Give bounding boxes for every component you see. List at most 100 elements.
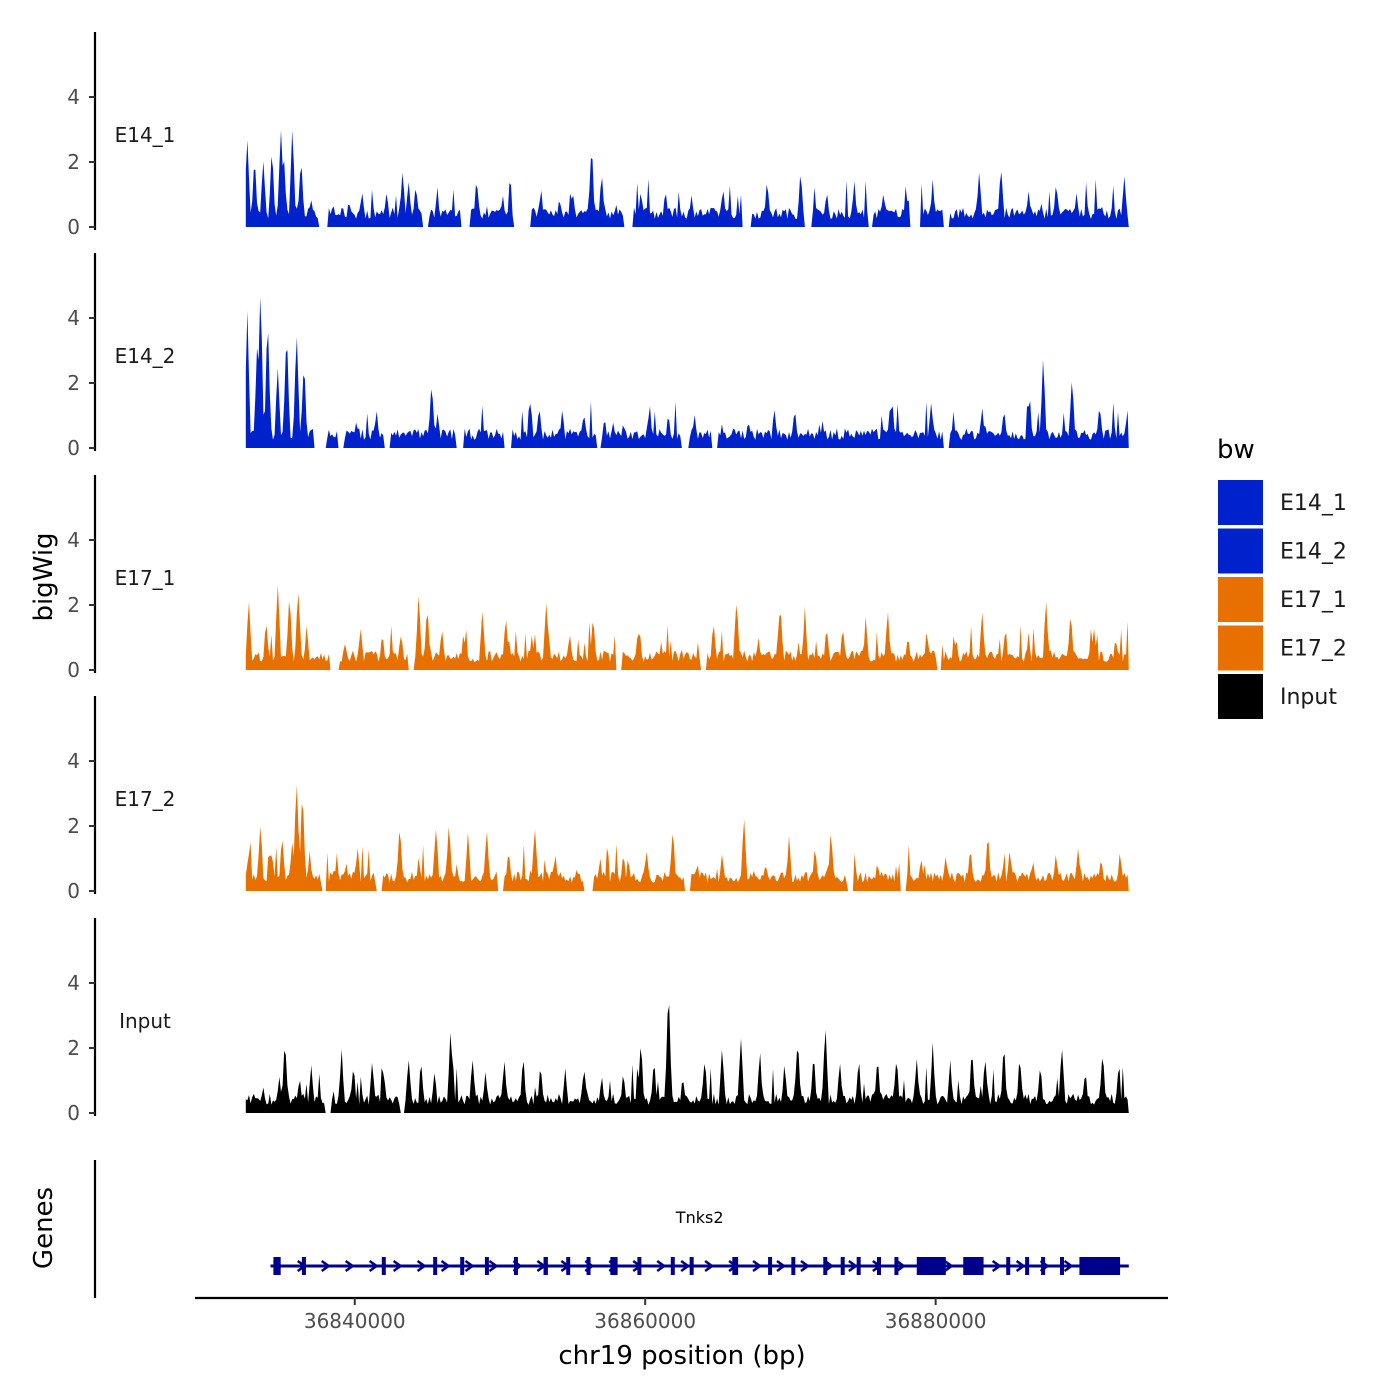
track-E17_2: 0 2 4 E17_2 bbox=[67, 696, 1129, 903]
x-tick-label: 36880000 bbox=[885, 1309, 987, 1333]
y-tick-label: 2 bbox=[67, 593, 80, 617]
exon bbox=[273, 1257, 281, 1275]
x-tick-label: 36860000 bbox=[594, 1309, 696, 1333]
exon bbox=[1006, 1257, 1011, 1275]
strand-chevron bbox=[680, 1259, 691, 1273]
y-tick-label: 0 bbox=[67, 1101, 80, 1125]
exon bbox=[732, 1257, 739, 1275]
legend-label-Input: Input bbox=[1280, 685, 1337, 710]
signal-area-Input bbox=[245, 1005, 1129, 1113]
track-label-E17_1: E17_1 bbox=[115, 566, 176, 590]
legend: bw E14_1 E14_2 E17_1 E17_2 Input bbox=[1217, 435, 1347, 719]
y-tick-label: 4 bbox=[67, 306, 80, 330]
y-tick-label: 4 bbox=[67, 528, 80, 552]
legend-label-E17_2: E17_2 bbox=[1280, 637, 1347, 662]
strand-chevron bbox=[440, 1259, 451, 1273]
genes-axis-title: Genes bbox=[29, 1187, 59, 1269]
strand-chevron bbox=[392, 1259, 403, 1273]
exon bbox=[689, 1257, 694, 1275]
strand-chevron bbox=[656, 1259, 667, 1273]
track-label-Input: Input bbox=[119, 1009, 171, 1033]
legend-title: bw bbox=[1217, 435, 1255, 465]
strand-chevron bbox=[704, 1259, 715, 1273]
y-tick-label: 0 bbox=[67, 215, 80, 239]
exon bbox=[301, 1257, 306, 1275]
y-tick-label: 2 bbox=[67, 814, 80, 838]
strand-chevron bbox=[776, 1259, 787, 1273]
exon bbox=[856, 1257, 861, 1275]
y-tick-label: 4 bbox=[67, 85, 80, 109]
exon bbox=[433, 1257, 438, 1275]
genes-panel: Tnks2 bbox=[93, 1160, 1129, 1298]
strand-chevron bbox=[1063, 1259, 1074, 1273]
exon bbox=[460, 1257, 465, 1275]
strand-chevron bbox=[368, 1259, 379, 1273]
strand-chevron bbox=[320, 1259, 331, 1273]
exon bbox=[877, 1257, 882, 1275]
gene-label: Tnks2 bbox=[675, 1208, 724, 1227]
exon bbox=[586, 1257, 591, 1275]
legend-label-E14_2: E14_2 bbox=[1280, 540, 1347, 565]
legend-label-E17_1: E17_1 bbox=[1280, 588, 1347, 613]
x-axis-title: chr19 position (bp) bbox=[558, 1341, 805, 1371]
strand-chevron bbox=[800, 1259, 811, 1273]
exon bbox=[381, 1257, 386, 1275]
tracks-group: 0 2 4 E14_1 0 2 4 E14_2 0 2 4 E17_1 0 2 4 E17_2 0 2 4 Input bbox=[67, 32, 1129, 1125]
exon bbox=[916, 1257, 946, 1275]
legend-swatch-E17_2 bbox=[1218, 625, 1263, 671]
track-label-E14_2: E14_2 bbox=[115, 344, 176, 368]
legend-swatch-Input bbox=[1218, 674, 1263, 719]
exon bbox=[823, 1257, 828, 1275]
exon bbox=[1025, 1257, 1030, 1275]
y-tick-label: 2 bbox=[67, 150, 80, 174]
exon bbox=[768, 1257, 773, 1275]
y-tick-label: 4 bbox=[67, 749, 80, 773]
strand-chevron bbox=[943, 1259, 954, 1273]
signal-area-E14_2 bbox=[245, 297, 1129, 448]
exon bbox=[1059, 1257, 1064, 1275]
legend-label-E14_1: E14_1 bbox=[1280, 491, 1347, 516]
x-tick-label: 36840000 bbox=[304, 1309, 406, 1333]
exon bbox=[543, 1257, 548, 1275]
track-Input: 0 2 4 Input bbox=[67, 918, 1129, 1125]
exon bbox=[840, 1257, 845, 1275]
y-tick-label: 0 bbox=[67, 879, 80, 903]
exon bbox=[1041, 1257, 1046, 1275]
signal-area-E14_1 bbox=[245, 130, 1129, 227]
signal-area-E17_2 bbox=[245, 785, 1129, 891]
legend-swatch-E17_1 bbox=[1218, 577, 1263, 622]
strand-chevron bbox=[896, 1259, 906, 1273]
track-E17_1: 0 2 4 E17_1 bbox=[67, 475, 1129, 682]
strand-chevron bbox=[752, 1259, 763, 1273]
strand-chevron bbox=[848, 1259, 859, 1273]
y-tick-label: 2 bbox=[67, 1036, 80, 1060]
strand-chevron bbox=[344, 1259, 355, 1273]
strand-chevron bbox=[464, 1259, 475, 1273]
x-axis: 36840000 36860000 36880000 bbox=[195, 1296, 1168, 1333]
y-tick-label: 2 bbox=[67, 371, 80, 395]
y-axis-title: bigWig bbox=[29, 532, 59, 621]
strand-chevron bbox=[991, 1259, 1002, 1273]
y-tick-label: 0 bbox=[67, 436, 80, 460]
exon bbox=[894, 1257, 899, 1275]
exon bbox=[484, 1257, 489, 1275]
exon bbox=[610, 1257, 618, 1275]
y-tick-label: 0 bbox=[67, 658, 80, 682]
legend-swatch-E14_1 bbox=[1218, 480, 1263, 525]
exon bbox=[791, 1257, 796, 1275]
exon bbox=[513, 1257, 518, 1275]
legend-swatch-E14_2 bbox=[1218, 528, 1263, 574]
track-E14_1: 0 2 4 E14_1 bbox=[67, 32, 1129, 239]
exon bbox=[566, 1257, 571, 1275]
strand-chevron bbox=[488, 1259, 499, 1273]
y-tick-label: 4 bbox=[67, 971, 80, 995]
track-label-E17_2: E17_2 bbox=[115, 787, 176, 811]
exon bbox=[670, 1257, 675, 1275]
exon bbox=[963, 1257, 984, 1275]
exon bbox=[637, 1257, 642, 1275]
track-E14_2: 0 2 4 E14_2 bbox=[67, 253, 1129, 460]
strand-chevron bbox=[416, 1259, 427, 1273]
track-label-E14_1: E14_1 bbox=[115, 123, 176, 147]
signal-area-E17_1 bbox=[245, 584, 1129, 670]
